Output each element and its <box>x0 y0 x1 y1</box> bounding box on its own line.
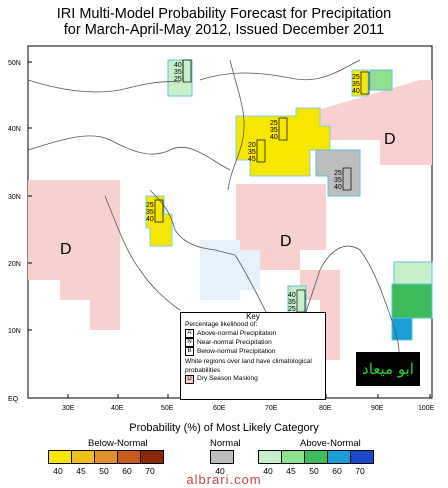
legend-above-bar <box>258 450 374 464</box>
map-key: Key Percentage likelihood of: A Above-no… <box>180 312 326 400</box>
map-title-line2: for March-April-May 2012, Issued Decembe… <box>63 22 385 38</box>
legend-tick: 60 <box>332 466 342 476</box>
key-letter-n: N <box>185 338 194 348</box>
key-item-near: N Near-normal Precipitation <box>181 338 325 348</box>
key-text-near: Near-normal Precipitation <box>197 338 272 346</box>
lon-label-40e: 40E <box>111 405 124 412</box>
svg-text:20: 20 <box>248 142 256 149</box>
svg-text:40: 40 <box>270 134 278 141</box>
lat-label-eq: EQ <box>8 396 19 403</box>
svg-text:25: 25 <box>288 306 296 313</box>
legend-tick: 60 <box>122 466 132 476</box>
legend-tick: 45 <box>286 466 296 476</box>
svg-text:35: 35 <box>334 177 342 184</box>
key-letter-d: D <box>185 374 194 384</box>
watermark-text: albrari.com <box>186 472 262 487</box>
key-item-below: B Below-normal Precipitation <box>181 347 325 357</box>
lat-label-50n: 50N <box>8 60 21 67</box>
svg-text:35: 35 <box>174 69 182 76</box>
legend-tick: 40 <box>215 466 225 476</box>
key-letter-a: A <box>185 329 194 339</box>
lon-label-100e: 100E <box>418 405 435 412</box>
prob-box-tibet: 25 35 40 <box>334 167 352 191</box>
legend-tick: 40 <box>263 466 273 476</box>
legend-below-label: Below-Normal <box>88 438 148 449</box>
svg-text:45: 45 <box>248 156 256 163</box>
legend-swatch-above-50 <box>305 451 328 463</box>
key-text-below: Below-normal Precipitation <box>197 347 276 355</box>
key-note: White regions over land have climatologi… <box>185 358 312 374</box>
key-title: Key <box>246 312 260 321</box>
legend-swatch-below-60 <box>118 451 141 463</box>
prob-box-central-asia-north: 40 35 25 <box>174 59 192 83</box>
key-text-dry: Dry Season Masking <box>197 375 258 383</box>
dry-mark-china: D <box>384 131 396 148</box>
prob-box-arabia: 25 35 40 <box>146 199 164 223</box>
svg-text:40: 40 <box>334 184 342 191</box>
svg-text:25: 25 <box>174 76 182 83</box>
legend-normal-label: Normal <box>210 438 241 449</box>
legend-swatch-normal-40 <box>211 451 233 463</box>
legend-tick: 45 <box>76 466 86 476</box>
svg-text:25: 25 <box>352 74 360 81</box>
legend-above-label: Above-Normal <box>300 438 361 449</box>
lat-label-20n: 20N <box>8 261 21 268</box>
svg-text:35: 35 <box>352 81 360 88</box>
lon-label-70e: 70E <box>265 405 278 412</box>
legend-swatch-above-45 <box>282 451 305 463</box>
lon-label-60e: 60E <box>213 405 226 412</box>
key-text-above: Above-normal Precipitation <box>197 329 277 337</box>
svg-text:35: 35 <box>270 127 278 134</box>
legend-normal-bar <box>210 450 234 464</box>
key-item-above: A Above-normal Precipitation <box>181 329 325 339</box>
legend-tick: 50 <box>309 466 319 476</box>
lat-label-40n: 40N <box>8 126 21 133</box>
legend-swatch-above-40 <box>259 451 282 463</box>
svg-text:40: 40 <box>146 216 154 223</box>
legend-tick: 50 <box>99 466 109 476</box>
key-item-dry: D Dry Season Masking <box>181 374 325 384</box>
svg-text:25: 25 <box>334 170 342 177</box>
above-normal-regions <box>167 59 433 341</box>
svg-text:25: 25 <box>146 202 154 209</box>
map-title-line1: IRI Multi-Model Probability Forecast for… <box>56 6 392 22</box>
lat-label-30n: 30N <box>8 194 21 201</box>
dry-mark-africa: D <box>60 241 72 258</box>
svg-text:35: 35 <box>248 149 256 156</box>
legend-swatch-below-45 <box>72 451 95 463</box>
legend-swatch-above-60 <box>328 451 351 463</box>
legend-swatch-above-70 <box>351 451 373 463</box>
prob-box-mongolia: 25 35 40 <box>352 71 370 95</box>
legend-title: Probability (%) of Most Likely Category <box>129 422 319 434</box>
lon-label-80e: 80E <box>319 405 332 412</box>
near-normal-region <box>315 149 361 197</box>
svg-text:35: 35 <box>146 209 154 216</box>
watermark-logo: ابو ميعاد <box>356 352 420 386</box>
key-letter-b: B <box>185 347 194 357</box>
legend-swatch-below-50 <box>95 451 118 463</box>
dry-season-regions <box>28 80 432 360</box>
ocean-shading <box>200 240 260 300</box>
svg-text:40: 40 <box>288 292 296 299</box>
legend-swatch-below-70 <box>141 451 163 463</box>
legend-below-bar <box>48 450 164 464</box>
dry-mark-india: D <box>280 233 292 250</box>
svg-text:35: 35 <box>288 299 296 306</box>
prob-box-central-asia: 25 35 40 <box>270 117 288 141</box>
legend-tick: 70 <box>145 466 155 476</box>
legend-swatch-below-40 <box>49 451 72 463</box>
svg-text:40: 40 <box>352 88 360 95</box>
legend-tick: 40 <box>53 466 63 476</box>
lon-label-90e: 90E <box>371 405 384 412</box>
prob-box-afghanistan: 20 35 45 <box>248 139 266 163</box>
lon-label-50e: 50E <box>161 405 174 412</box>
coastlines <box>27 59 400 381</box>
lon-label-30e: 30E <box>62 405 75 412</box>
key-subtitle: Percentage likelihood of: <box>185 321 258 329</box>
lat-label-10n: 10N <box>8 328 21 335</box>
legend-tick: 70 <box>355 466 365 476</box>
svg-text:40: 40 <box>174 62 182 69</box>
svg-text:25: 25 <box>270 120 278 127</box>
